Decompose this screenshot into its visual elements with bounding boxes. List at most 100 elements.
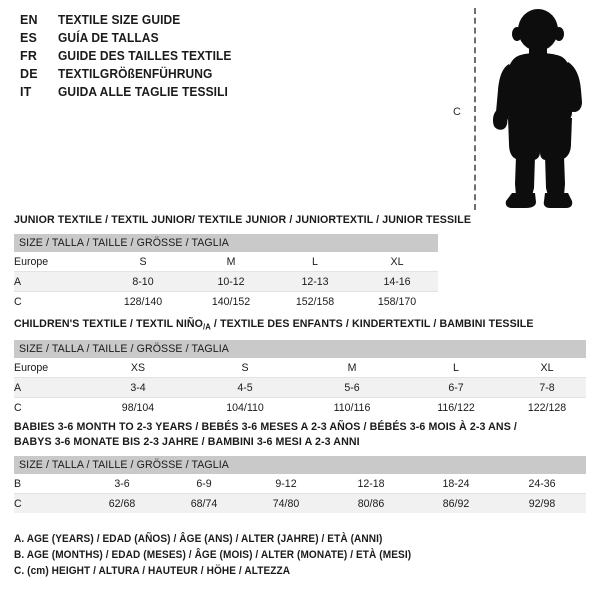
section-title-line1: BABIES 3-6 MONTH TO 2-3 YEARS / BEBÉS 3-… — [14, 421, 517, 433]
table-row: Europe S M L XL — [14, 251, 438, 272]
language-row-it: IT GUIDA ALLE TAGLIE TESSILI — [20, 85, 420, 103]
table-cell: 104/110 — [190, 397, 300, 418]
section-title-suffix: / TEXTILE DES ENFANTS / KINDERTEXTIL / B… — [210, 318, 534, 330]
language-title: GUIDE DES TAILLES TEXTILE — [58, 49, 232, 63]
language-code: IT — [20, 85, 32, 99]
section-title: CHILDREN'S TEXTILE / TEXTIL NIÑO/A / TEX… — [14, 317, 557, 334]
table-cell: 10-12 — [188, 271, 274, 292]
row-label: C — [14, 397, 86, 418]
row-label: B — [14, 473, 80, 494]
table-band-header-row: SIZE / TALLA / TAILLE / GRÖSSE / TAGLIA — [14, 456, 586, 474]
language-title-list: EN TEXTILE SIZE GUIDE ES GUÍA DE TALLAS … — [20, 13, 420, 103]
band-label-cell: SIZE / TALLA / TAILLE / GRÖSSE / TAGLIA — [14, 340, 586, 359]
table-cell: 14-16 — [356, 271, 438, 292]
table-cell: XL — [508, 357, 586, 379]
table-cell: XL — [356, 251, 438, 272]
table-cell: 140/152 — [188, 291, 274, 311]
measure-label-c: C — [453, 106, 461, 118]
table-cell: 12-18 — [328, 473, 414, 494]
height-measure-dashed-line — [474, 8, 476, 210]
table-row: Europe XS S M L XL — [14, 357, 586, 379]
table-cell: S — [98, 251, 188, 272]
table-cell: L — [274, 251, 356, 272]
table-cell: 6-9 — [164, 473, 244, 494]
table-cell: 68/74 — [164, 493, 244, 513]
legend-note-c: C. (cm) HEIGHT / ALTURA / HAUTEUR / HÖHE… — [14, 565, 291, 577]
section-title-line2: BABYS 3-6 MONATE BIS 2-3 JAHRE / BAMBINI… — [14, 436, 360, 448]
child-silhouette-icon — [492, 9, 582, 208]
band-label: SIZE / TALLA / TAILLE / GRÖSSE / TAGLIA — [19, 236, 229, 249]
children-size-table: SIZE / TALLA / TAILLE / GRÖSSE / TAGLIA … — [14, 340, 586, 418]
table-cell: S — [190, 357, 300, 379]
row-label: A — [14, 271, 98, 292]
table-cell: 92/98 — [498, 493, 586, 513]
legend-note-a: A. AGE (YEARS) / EDAD (AÑOS) / ÂGE (ANS)… — [14, 533, 383, 545]
row-label: C — [14, 291, 98, 311]
table-cell: 18-24 — [414, 473, 498, 494]
table-cell: 5-6 — [300, 377, 404, 399]
table-cell: M — [300, 357, 404, 379]
table-cell: 6-7 — [404, 377, 508, 399]
table-cell: 110/116 — [300, 397, 404, 418]
language-title: GUIDA ALLE TAGLIE TESSILI — [58, 85, 228, 99]
table-cell: 12-13 — [274, 271, 356, 292]
band-label-cell: SIZE / TALLA / TAILLE / GRÖSSE / TAGLIA — [14, 456, 586, 474]
language-code: FR — [20, 49, 38, 63]
section-childrens-textile: CHILDREN'S TEXTILE / TEXTIL NIÑO/A / TEX… — [14, 317, 586, 418]
language-code: DE — [20, 67, 38, 81]
height-measurement-figure: C — [440, 4, 600, 212]
table-cell: 24-36 — [498, 473, 586, 494]
row-label: C — [14, 493, 80, 513]
table-row: B 3-6 6-9 9-12 12-18 18-24 24-36 — [14, 473, 586, 494]
language-title: TEXTILE SIZE GUIDE — [58, 13, 181, 27]
table-cell: XS — [86, 357, 190, 379]
language-title: GUÍA DE TALLAS — [58, 31, 159, 45]
table-cell: 122/128 — [508, 397, 586, 418]
table-cell: 128/140 — [98, 291, 188, 311]
table-row: A 3-4 4-5 5-6 6-7 7-8 — [14, 377, 586, 399]
table-row: C 128/140 140/152 152/158 158/170 — [14, 291, 438, 311]
table-cell: 80/86 — [328, 493, 414, 513]
language-code: EN — [20, 13, 38, 27]
table-band-header-row: SIZE / TALLA / TAILLE / GRÖSSE / TAGLIA — [14, 234, 438, 252]
legend-note-b: B. AGE (MONTHS) / EDAD (MESES) / ÂGE (MO… — [14, 549, 412, 561]
table-cell: 3-6 — [80, 473, 164, 494]
table-cell: 152/158 — [274, 291, 356, 311]
table-cell: L — [404, 357, 508, 379]
language-code: ES — [20, 31, 38, 45]
band-label: SIZE / TALLA / TAILLE / GRÖSSE / TAGLIA — [19, 342, 229, 355]
row-label: Europe — [14, 357, 86, 379]
section-babies-textile: BABIES 3-6 MONTH TO 2-3 YEARS / BEBÉS 3-… — [14, 420, 586, 513]
section-junior-textile: JUNIOR TEXTILE / TEXTIL JUNIOR/ TEXTILE … — [14, 213, 495, 311]
legend-notes: A. AGE (YEARS) / EDAD (AÑOS) / ÂGE (ANS)… — [14, 531, 514, 579]
row-label: Europe — [14, 251, 98, 272]
table-row: A 8-10 10-12 12-13 14-16 — [14, 271, 438, 292]
table-cell: 3-4 — [86, 377, 190, 399]
row-label: A — [14, 377, 86, 399]
table-cell: M — [188, 251, 274, 272]
table-cell: 74/80 — [244, 493, 328, 513]
table-cell: 158/170 — [356, 291, 438, 311]
language-row-en: EN TEXTILE SIZE GUIDE — [20, 13, 420, 31]
band-label: SIZE / TALLA / TAILLE / GRÖSSE / TAGLIA — [19, 458, 229, 471]
table-cell: 98/104 — [86, 397, 190, 418]
table-cell: 8-10 — [98, 271, 188, 292]
table-cell: 62/68 — [80, 493, 164, 513]
language-title: TEXTILGRÖßENFÜHRUNG — [58, 67, 213, 81]
table-cell: 86/92 — [414, 493, 498, 513]
table-cell: 116/122 — [404, 397, 508, 418]
language-row-es: ES GUÍA DE TALLAS — [20, 31, 420, 49]
section-title-prefix: CHILDREN'S TEXTILE / TEXTIL NIÑO — [14, 318, 204, 330]
section-title: JUNIOR TEXTILE / TEXTIL JUNIOR/ TEXTILE … — [14, 214, 472, 226]
band-label-cell: SIZE / TALLA / TAILLE / GRÖSSE / TAGLIA — [14, 234, 438, 252]
junior-size-table: SIZE / TALLA / TAILLE / GRÖSSE / TAGLIA … — [14, 234, 438, 311]
table-cell: 7-8 — [508, 377, 586, 399]
table-row: C 98/104 104/110 110/116 116/122 122/128 — [14, 397, 586, 418]
language-row-fr: FR GUIDE DES TAILLES TEXTILE — [20, 49, 420, 67]
table-cell: 9-12 — [244, 473, 328, 494]
language-row-de: DE TEXTILGRÖßENFÜHRUNG — [20, 67, 420, 85]
table-cell: 4-5 — [190, 377, 300, 399]
table-row: C 62/68 68/74 74/80 80/86 86/92 92/98 — [14, 493, 586, 513]
table-band-header-row: SIZE / TALLA / TAILLE / GRÖSSE / TAGLIA — [14, 340, 586, 359]
section-title-subscript: /A — [203, 322, 211, 332]
